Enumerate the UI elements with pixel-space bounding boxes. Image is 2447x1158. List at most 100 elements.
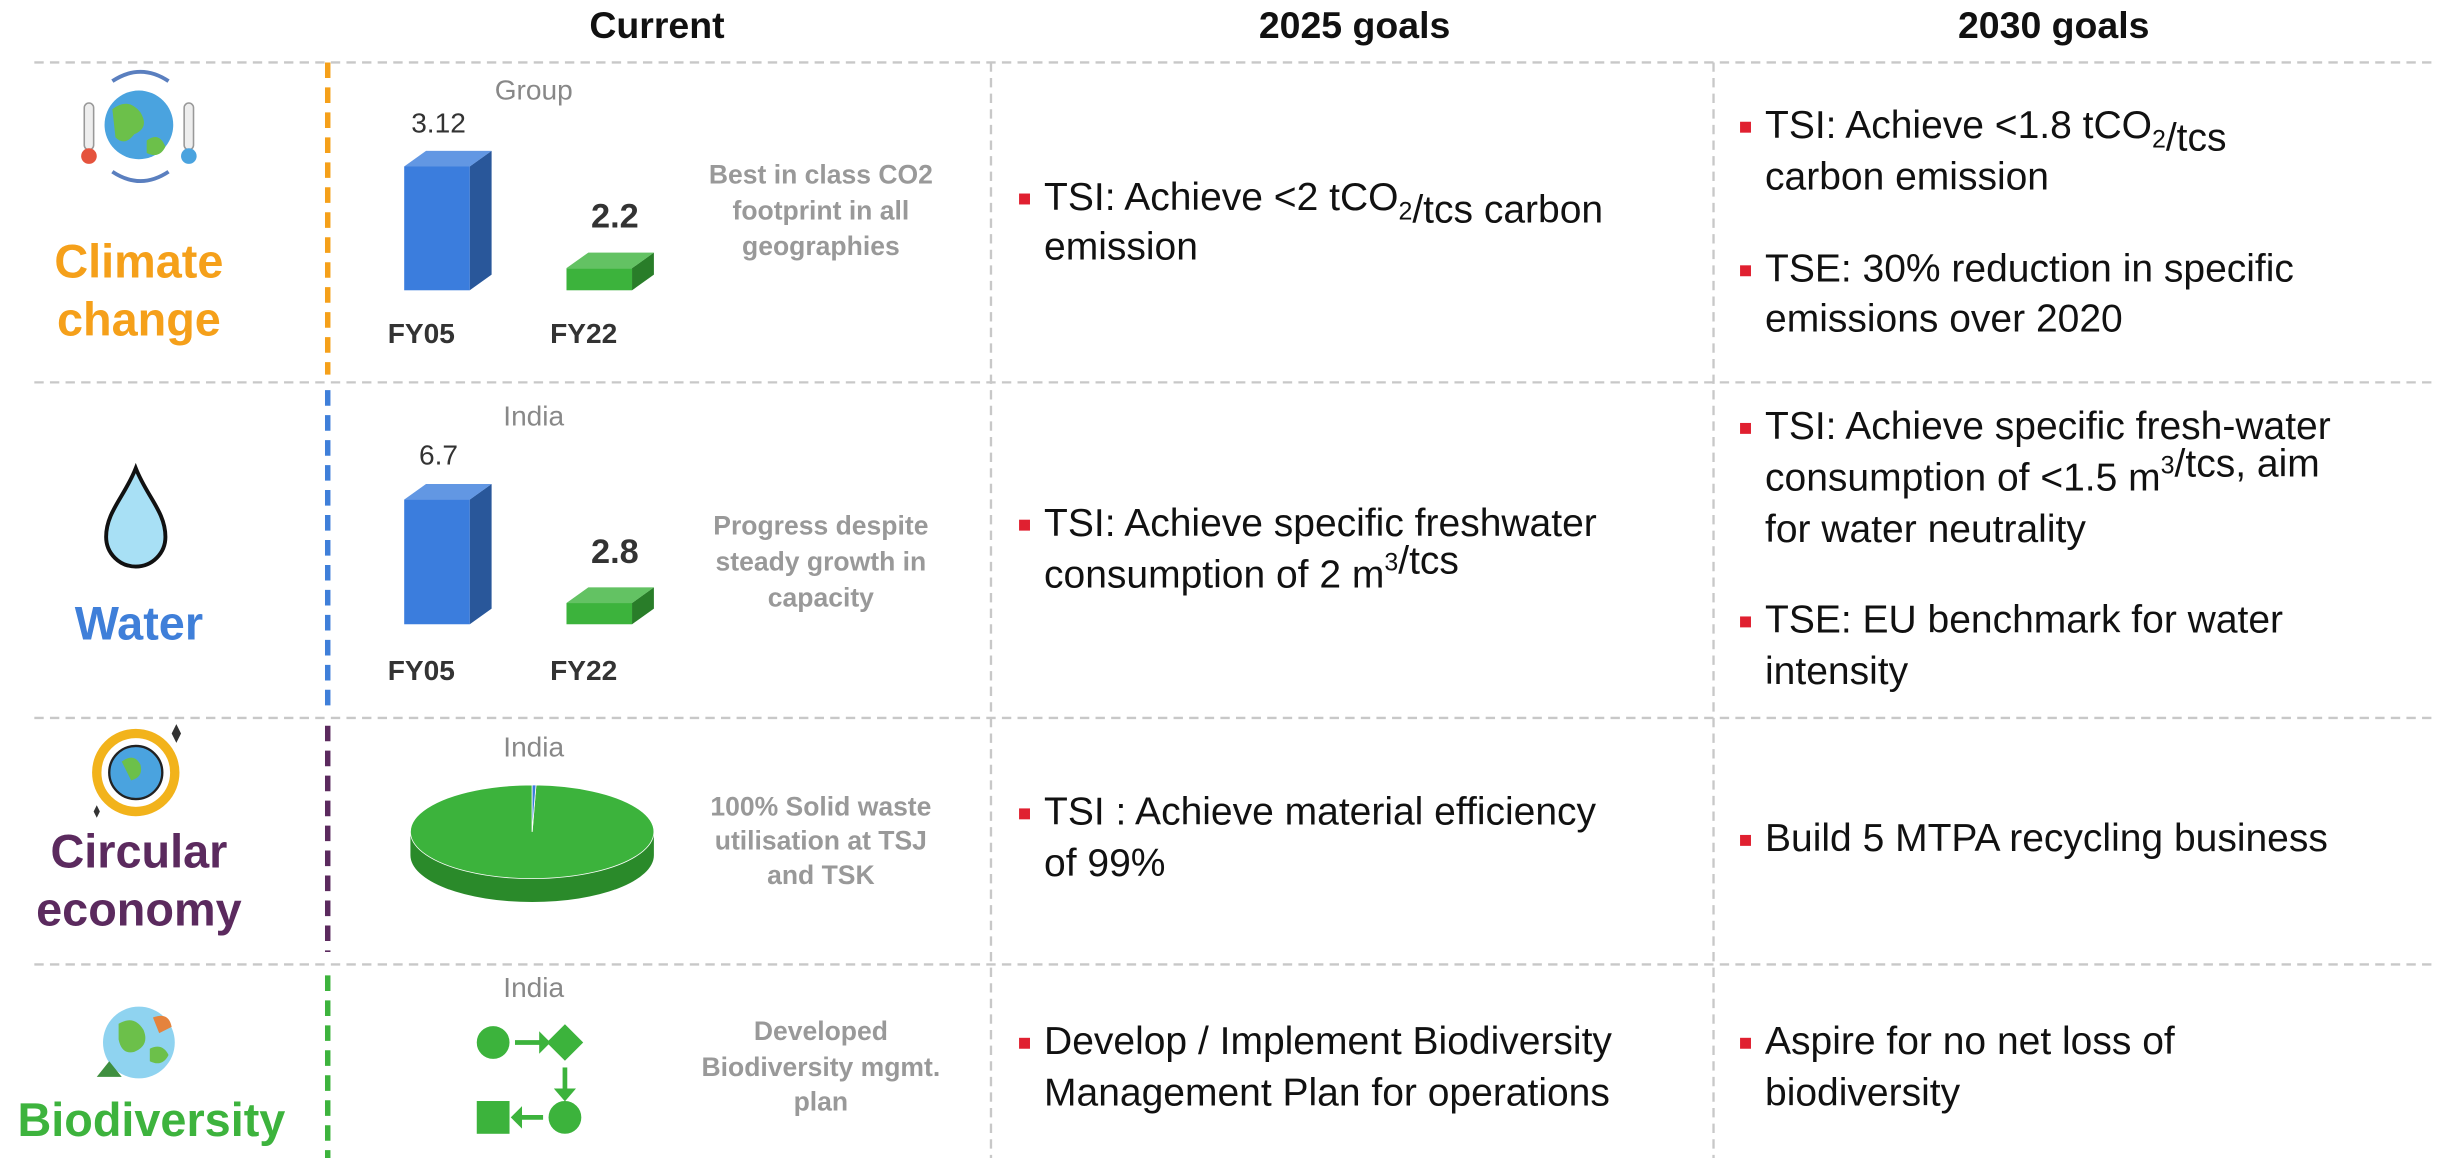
bar: [566, 252, 654, 291]
goal-line: emissions over 2020: [1765, 298, 2123, 341]
bar-top: [566, 252, 654, 269]
goal-text: for water neutrality: [1765, 508, 2086, 551]
goal-line: TSE: EU benchmark for water: [1765, 599, 2283, 642]
bar-top-shade: [566, 587, 654, 604]
grid-lines: [34, 61, 2435, 1158]
pie-slice: [531, 784, 537, 832]
note: capacity: [768, 582, 874, 612]
column-header: Current: [589, 4, 725, 46]
note: Biodiversity mgmt.: [702, 1052, 941, 1082]
x-label: FY05: [388, 655, 455, 686]
bar-top-shade: [404, 150, 492, 167]
goal-line: TSI: Achieve specific fresh-water: [1765, 405, 2331, 448]
goal-line: intensity: [1765, 651, 1909, 694]
category-label: change: [57, 293, 221, 345]
bar-top: [404, 483, 492, 500]
bullet: [1740, 422, 1751, 434]
bar-top-shade: [404, 483, 492, 500]
goal-line: emission: [1044, 226, 1198, 269]
goal-line: carbon emission: [1765, 156, 2049, 199]
bar: [404, 483, 492, 625]
subscript: 2: [2152, 125, 2166, 153]
goal-text: TSI: Achieve <1.8 tCO: [1765, 104, 2152, 147]
superscript: 3: [2161, 451, 2175, 479]
goal-text: TSI: Achieve <2 tCO: [1044, 176, 1398, 219]
goal-text: Build 5 MTPA recycling business: [1765, 817, 2328, 860]
bar-side: [632, 252, 654, 291]
bar-side-shade: [632, 252, 654, 291]
bar-side-shade: [469, 483, 492, 625]
goal-text: emissions over 2020: [1765, 298, 2123, 341]
icon-water: [104, 462, 168, 569]
bullet: [1740, 616, 1751, 628]
goal-line: Develop / Implement Biodiversity: [1044, 1020, 1612, 1063]
value-label: 3.12: [411, 107, 466, 138]
bullet: [1019, 808, 1030, 820]
flow-icon: [476, 1024, 584, 1134]
goal-line: for water neutrality: [1765, 508, 2086, 551]
category-label: Biodiversity: [17, 1094, 285, 1146]
bullet: [1740, 834, 1751, 846]
superscript: 3: [1384, 548, 1398, 576]
bullet: [1019, 1037, 1030, 1049]
goal-line: TSE: 30% reduction in specific: [1765, 248, 2294, 291]
goal-text: carbon emission: [1765, 156, 2049, 199]
goal-line: Management Plan for operations: [1044, 1072, 1610, 1115]
bar-top: [566, 587, 654, 604]
goal-line: consumption of 2 m3/tcs: [1044, 540, 1459, 597]
note: Progress despite: [713, 511, 928, 541]
goal-text: Aspire for no net loss of: [1765, 1020, 2175, 1063]
goal-line: Aspire for no net loss of: [1765, 1020, 2175, 1063]
category-label: Circular: [50, 826, 227, 878]
value-label: 6.7: [419, 440, 458, 471]
bar-side: [469, 150, 492, 291]
bar-front: [566, 603, 633, 625]
bar-side: [469, 483, 492, 625]
goal-line: consumption of <1.5 m3/tcs, aim: [1765, 443, 2320, 500]
note: plan: [794, 1086, 849, 1116]
note: and TSK: [767, 860, 875, 890]
value-label: 2.8: [591, 533, 639, 571]
category-label: Water: [75, 598, 203, 650]
goal-line: TSI: Achieve <2 tCO2/tcs carbon: [1044, 176, 1603, 231]
bar-front: [404, 499, 470, 625]
x-label: FY22: [550, 318, 617, 349]
goal-text: /tcs: [1398, 540, 1459, 583]
bar-front: [404, 166, 470, 291]
goal-text: emission: [1044, 226, 1198, 269]
bullet: [1740, 121, 1751, 133]
bar-top: [404, 150, 492, 167]
goal-text: TSE: 30% reduction in specific: [1765, 248, 2294, 291]
bar-side-shade: [469, 150, 492, 291]
scope-label: India: [503, 732, 564, 763]
goal-text: of 99%: [1044, 842, 1165, 885]
goal-text: Develop / Implement Biodiversity: [1044, 1020, 1612, 1063]
goal-text: intensity: [1765, 651, 1909, 694]
goal-text: /tcs: [2166, 117, 2227, 160]
bullet: [1740, 1037, 1751, 1049]
bar: [404, 150, 492, 291]
goal-line: TSI: Achieve <1.8 tCO2/tcs: [1765, 104, 2226, 159]
bar: [566, 587, 654, 625]
category-label: economy: [36, 883, 241, 935]
category-label: Climate: [54, 236, 223, 288]
note: footprint in all: [732, 195, 909, 225]
pie-side: [410, 831, 654, 903]
x-label: FY22: [550, 655, 617, 686]
goal-text: consumption of <1.5 m: [1765, 457, 2161, 500]
column-header: 2030 goals: [1958, 4, 2149, 46]
goal-text: /tcs, aim: [2175, 443, 2320, 486]
value-label: 2.2: [591, 198, 639, 236]
goal-text: TSI: Achieve specific fresh-water: [1765, 405, 2331, 448]
goal-text: TSI : Achieve material efficiency: [1044, 791, 1597, 834]
bullet: [1019, 193, 1030, 205]
goal-text: TSI: Achieve specific freshwater: [1044, 502, 1597, 545]
icon-climate: [81, 69, 197, 183]
goal-line: biodiversity: [1765, 1072, 1961, 1115]
goal-line: Build 5 MTPA recycling business: [1765, 817, 2328, 860]
note: steady growth in: [716, 546, 927, 576]
goal-text: biodiversity: [1765, 1072, 1961, 1115]
bar-side-shade: [632, 587, 654, 625]
note: 100% Solid waste: [710, 791, 931, 821]
